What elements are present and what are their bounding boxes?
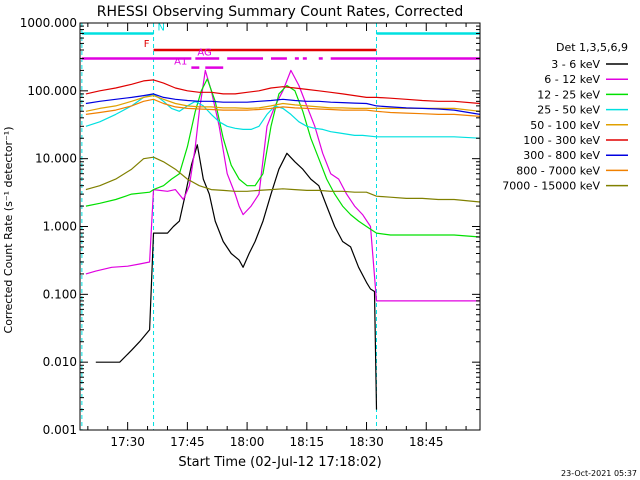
legend-label: 12 - 25 keV xyxy=(537,88,600,101)
series-line-6 xyxy=(85,93,481,115)
x-tick-label: 18:30 xyxy=(349,435,384,449)
legend-label: 25 - 50 keV xyxy=(537,104,600,117)
y-tick-label: 0.100 xyxy=(43,287,77,301)
x-tick-label: 17:45 xyxy=(170,435,205,449)
y-tick-label: 1.000 xyxy=(43,220,77,234)
legend-label: 6 - 12 keV xyxy=(544,73,600,86)
legend-label: 300 - 800 keV xyxy=(523,149,600,162)
legend-label: 50 - 100 keV xyxy=(530,119,600,132)
series-line-4 xyxy=(85,95,481,112)
flag-label: N xyxy=(158,23,165,34)
chart-title: RHESSI Observing Summary Count Rates, Co… xyxy=(97,4,463,20)
y-tick-label: 0.010 xyxy=(43,355,77,369)
series-line-0 xyxy=(95,144,378,410)
flag-label: A1 xyxy=(174,57,187,68)
legend-title: Det 1,3,5,6,9 xyxy=(556,41,628,54)
flag-label: F xyxy=(144,39,150,50)
flag-bars-group: NF AG A1 xyxy=(81,23,480,69)
legend-label: 100 - 300 keV xyxy=(523,134,600,147)
series-line-7 xyxy=(85,98,481,117)
x-tick-label: 18:15 xyxy=(290,435,325,449)
x-tick-label: 18:00 xyxy=(230,435,265,449)
series-line-2 xyxy=(85,78,481,238)
data-series-group xyxy=(85,69,481,410)
series-line-5 xyxy=(85,79,481,105)
axes-group: 1000.000 100.000 10.000 1.000 0.100 0.010 0.00… xyxy=(20,16,481,449)
y-axis-label: Corrected Count Rate (s⁻¹ detector⁻¹) xyxy=(2,127,15,334)
flag-label: AG xyxy=(197,47,211,58)
x-tick-label: 17:30 xyxy=(110,435,145,449)
legend-label: 3 - 6 keV xyxy=(551,58,600,71)
x-tick-label: 18:45 xyxy=(409,435,444,449)
y-tick-label: 100.000 xyxy=(27,84,77,98)
series-line-1 xyxy=(85,69,480,302)
y-tick-label: 1000.000 xyxy=(20,16,77,30)
x-axis-label: Start Time (02-Jul-12 17:18:02) xyxy=(178,455,381,470)
legend: 3 - 6 keV 6 - 12 keV 12 - 25 keV 25 - 50 ke… xyxy=(502,58,628,193)
footer-date: 23-Oct-2021 05:37 xyxy=(561,469,637,478)
legend-label: 800 - 7000 keV xyxy=(516,164,600,177)
y-tick-label: 0.001 xyxy=(43,423,77,437)
series-line-8 xyxy=(85,156,481,203)
legend-label: 7000 - 15000 keV xyxy=(502,180,600,193)
y-tick-label: 10.000 xyxy=(35,152,77,166)
